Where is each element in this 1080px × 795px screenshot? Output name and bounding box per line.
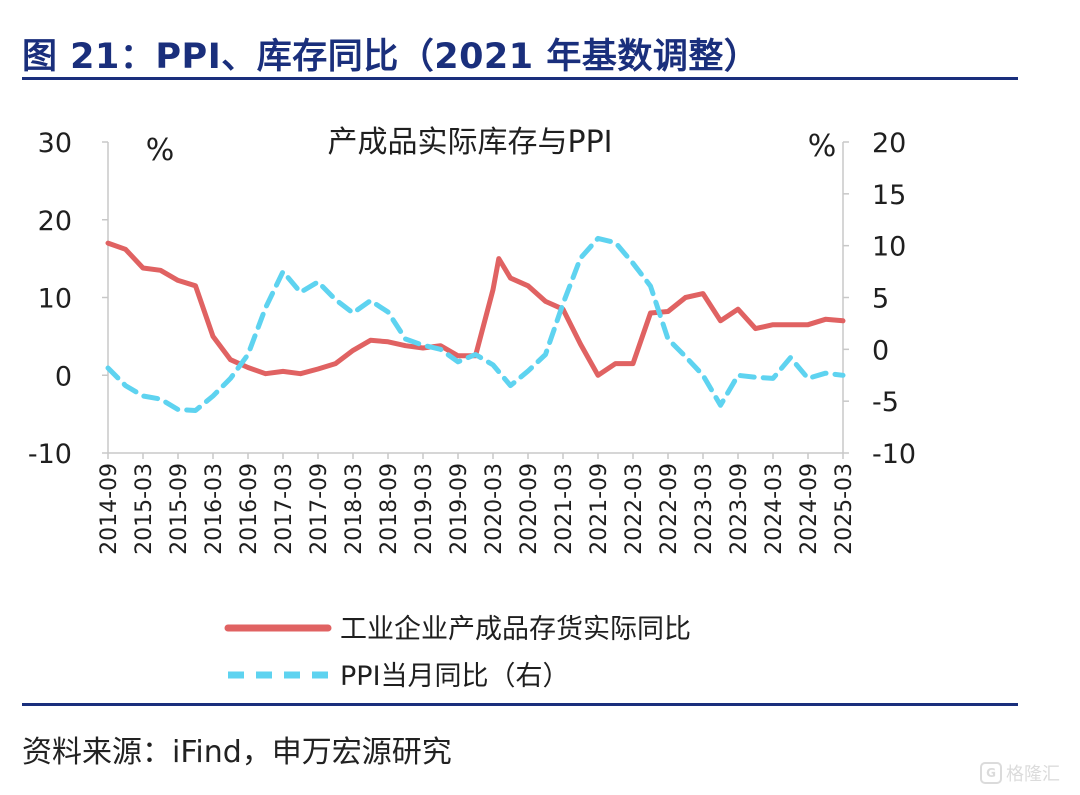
chart-axes: 30 20 10 0 -10 20 15 10 5 0 -5 -10 2014-09 2015-03 201…	[28, 128, 916, 555]
x-tick-label: 2017-09	[307, 463, 332, 555]
right-axis-unit: %	[808, 129, 837, 164]
x-tick-label: 2018-03	[342, 463, 367, 555]
watermark-logo-icon: G	[980, 762, 1002, 784]
chart-legend: 工业企业产成品存货实际同比 PPI当月同比（右）	[224, 614, 691, 692]
x-tick-label: 2023-09	[727, 463, 752, 555]
left-tick-label: 20	[38, 206, 72, 237]
title-divider	[22, 77, 1018, 80]
x-tick-label: 2025-03	[832, 463, 857, 555]
figure-title: 图 21：PPI、库存同比（2021 年基数调整）	[22, 37, 760, 77]
right-tick-label: 20	[872, 128, 906, 159]
x-tick-label: 2022-09	[657, 463, 682, 555]
right-tick-label: 5	[872, 284, 889, 315]
right-tick-label: -5	[872, 387, 899, 418]
x-tick-label: 2021-03	[552, 463, 577, 555]
left-tick-label: 0	[55, 361, 72, 392]
legend-label-inventory: 工业企业产成品存货实际同比	[340, 614, 691, 645]
x-tick-label: 2020-09	[517, 463, 542, 555]
chart-series	[105, 235, 846, 413]
watermark: G 格隆汇	[980, 758, 1072, 788]
chart-title: 产成品实际库存与PPI	[327, 125, 612, 160]
x-tick-label: 2016-09	[237, 463, 262, 555]
left-tick-label: 10	[38, 284, 72, 315]
left-axis-unit: %	[146, 133, 175, 168]
right-tick-label: 10	[872, 232, 906, 263]
x-tick-label: 2020-03	[482, 463, 507, 555]
legend-label-ppi: PPI当月同比（右）	[340, 661, 570, 692]
watermark-text: 格隆汇	[1006, 764, 1060, 785]
source-note: 资料来源：iFind，申万宏源研究	[22, 735, 452, 770]
right-tick-label: 15	[872, 180, 906, 211]
left-tick-label: 30	[38, 128, 72, 159]
x-tick-label: 2024-03	[762, 463, 787, 555]
x-tick-label: 2021-09	[587, 463, 612, 555]
x-tick-label: 2019-09	[447, 463, 472, 555]
x-tick-label: 2018-09	[377, 463, 402, 555]
right-tick-label: -10	[872, 439, 916, 470]
x-tick-label: 2017-03	[272, 463, 297, 555]
x-tick-label: 2015-09	[167, 463, 192, 555]
line-chart: 30 20 10 0 -10 20 15 10 5 0 -5 -10 2014-09 2015-03 201…	[28, 125, 916, 692]
right-tick-label: 0	[872, 335, 889, 366]
left-tick-label: -10	[28, 439, 72, 470]
x-tick-label: 2022-03	[622, 463, 647, 555]
x-tick-label: 2023-03	[692, 463, 717, 555]
x-tick-label: 2014-09	[97, 463, 122, 555]
series-line-ppi	[105, 235, 846, 413]
series-line-inventory	[105, 240, 846, 378]
source-divider	[22, 703, 1018, 706]
x-tick-label: 2019-03	[412, 463, 437, 555]
x-tick-label: 2024-09	[797, 463, 822, 555]
x-tick-label: 2016-03	[202, 463, 227, 555]
x-tick-label: 2015-03	[132, 463, 157, 555]
